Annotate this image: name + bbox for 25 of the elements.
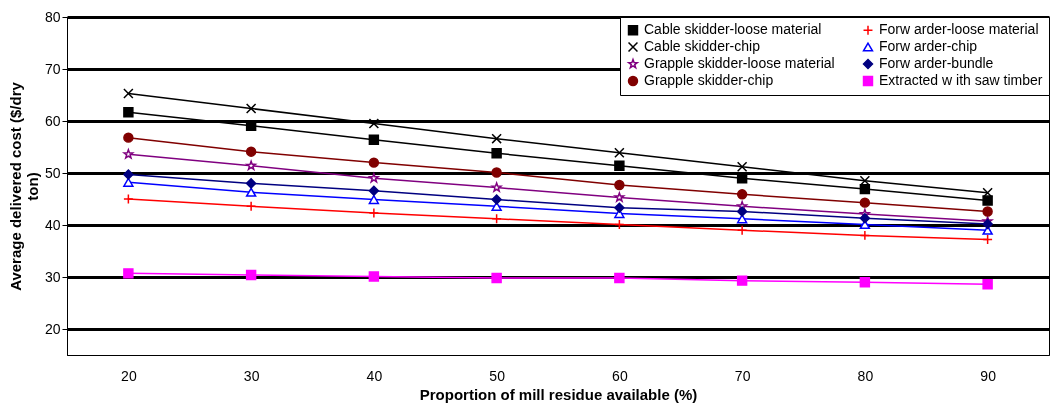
y-tick-label: 20 xyxy=(44,320,61,337)
legend-label: Cable skidder-chip xyxy=(644,38,761,54)
legend-label: Forw arder-chip xyxy=(879,38,978,54)
y-tick-label: 60 xyxy=(44,112,61,129)
x-tick-label: 90 xyxy=(980,367,997,384)
x-tick-label: 80 xyxy=(857,367,874,384)
x-tick-label: 30 xyxy=(243,367,260,384)
x-tick-label: 70 xyxy=(734,367,751,384)
x-tick-label: 40 xyxy=(366,367,383,384)
y-tick-label: 40 xyxy=(44,216,61,233)
legend-label: Extracted w ith saw timber xyxy=(879,72,1043,88)
y-tick-label: 30 xyxy=(44,268,61,285)
legend-label: Grapple skidder-loose material xyxy=(644,55,835,71)
legend-label: Cable skidder-loose material xyxy=(644,21,822,38)
legend-label: Grapple skidder-chip xyxy=(644,72,774,88)
y-tick-label: 80 xyxy=(44,8,61,25)
legend-label: Forw arder-bundle xyxy=(879,55,994,71)
y-axis-title: Average delivered cost ($/dry ton) xyxy=(6,81,41,291)
x-tick-label: 50 xyxy=(489,367,506,384)
x-axis-title: Proportion of mill residue available (%) xyxy=(419,385,698,403)
x-tick-label: 60 xyxy=(612,367,628,384)
y-tick-label: 70 xyxy=(44,60,61,77)
legend-label: Forw arder-loose material xyxy=(879,21,1039,38)
x-tick-label: 20 xyxy=(121,367,137,384)
y-tick-label: 50 xyxy=(44,164,61,181)
